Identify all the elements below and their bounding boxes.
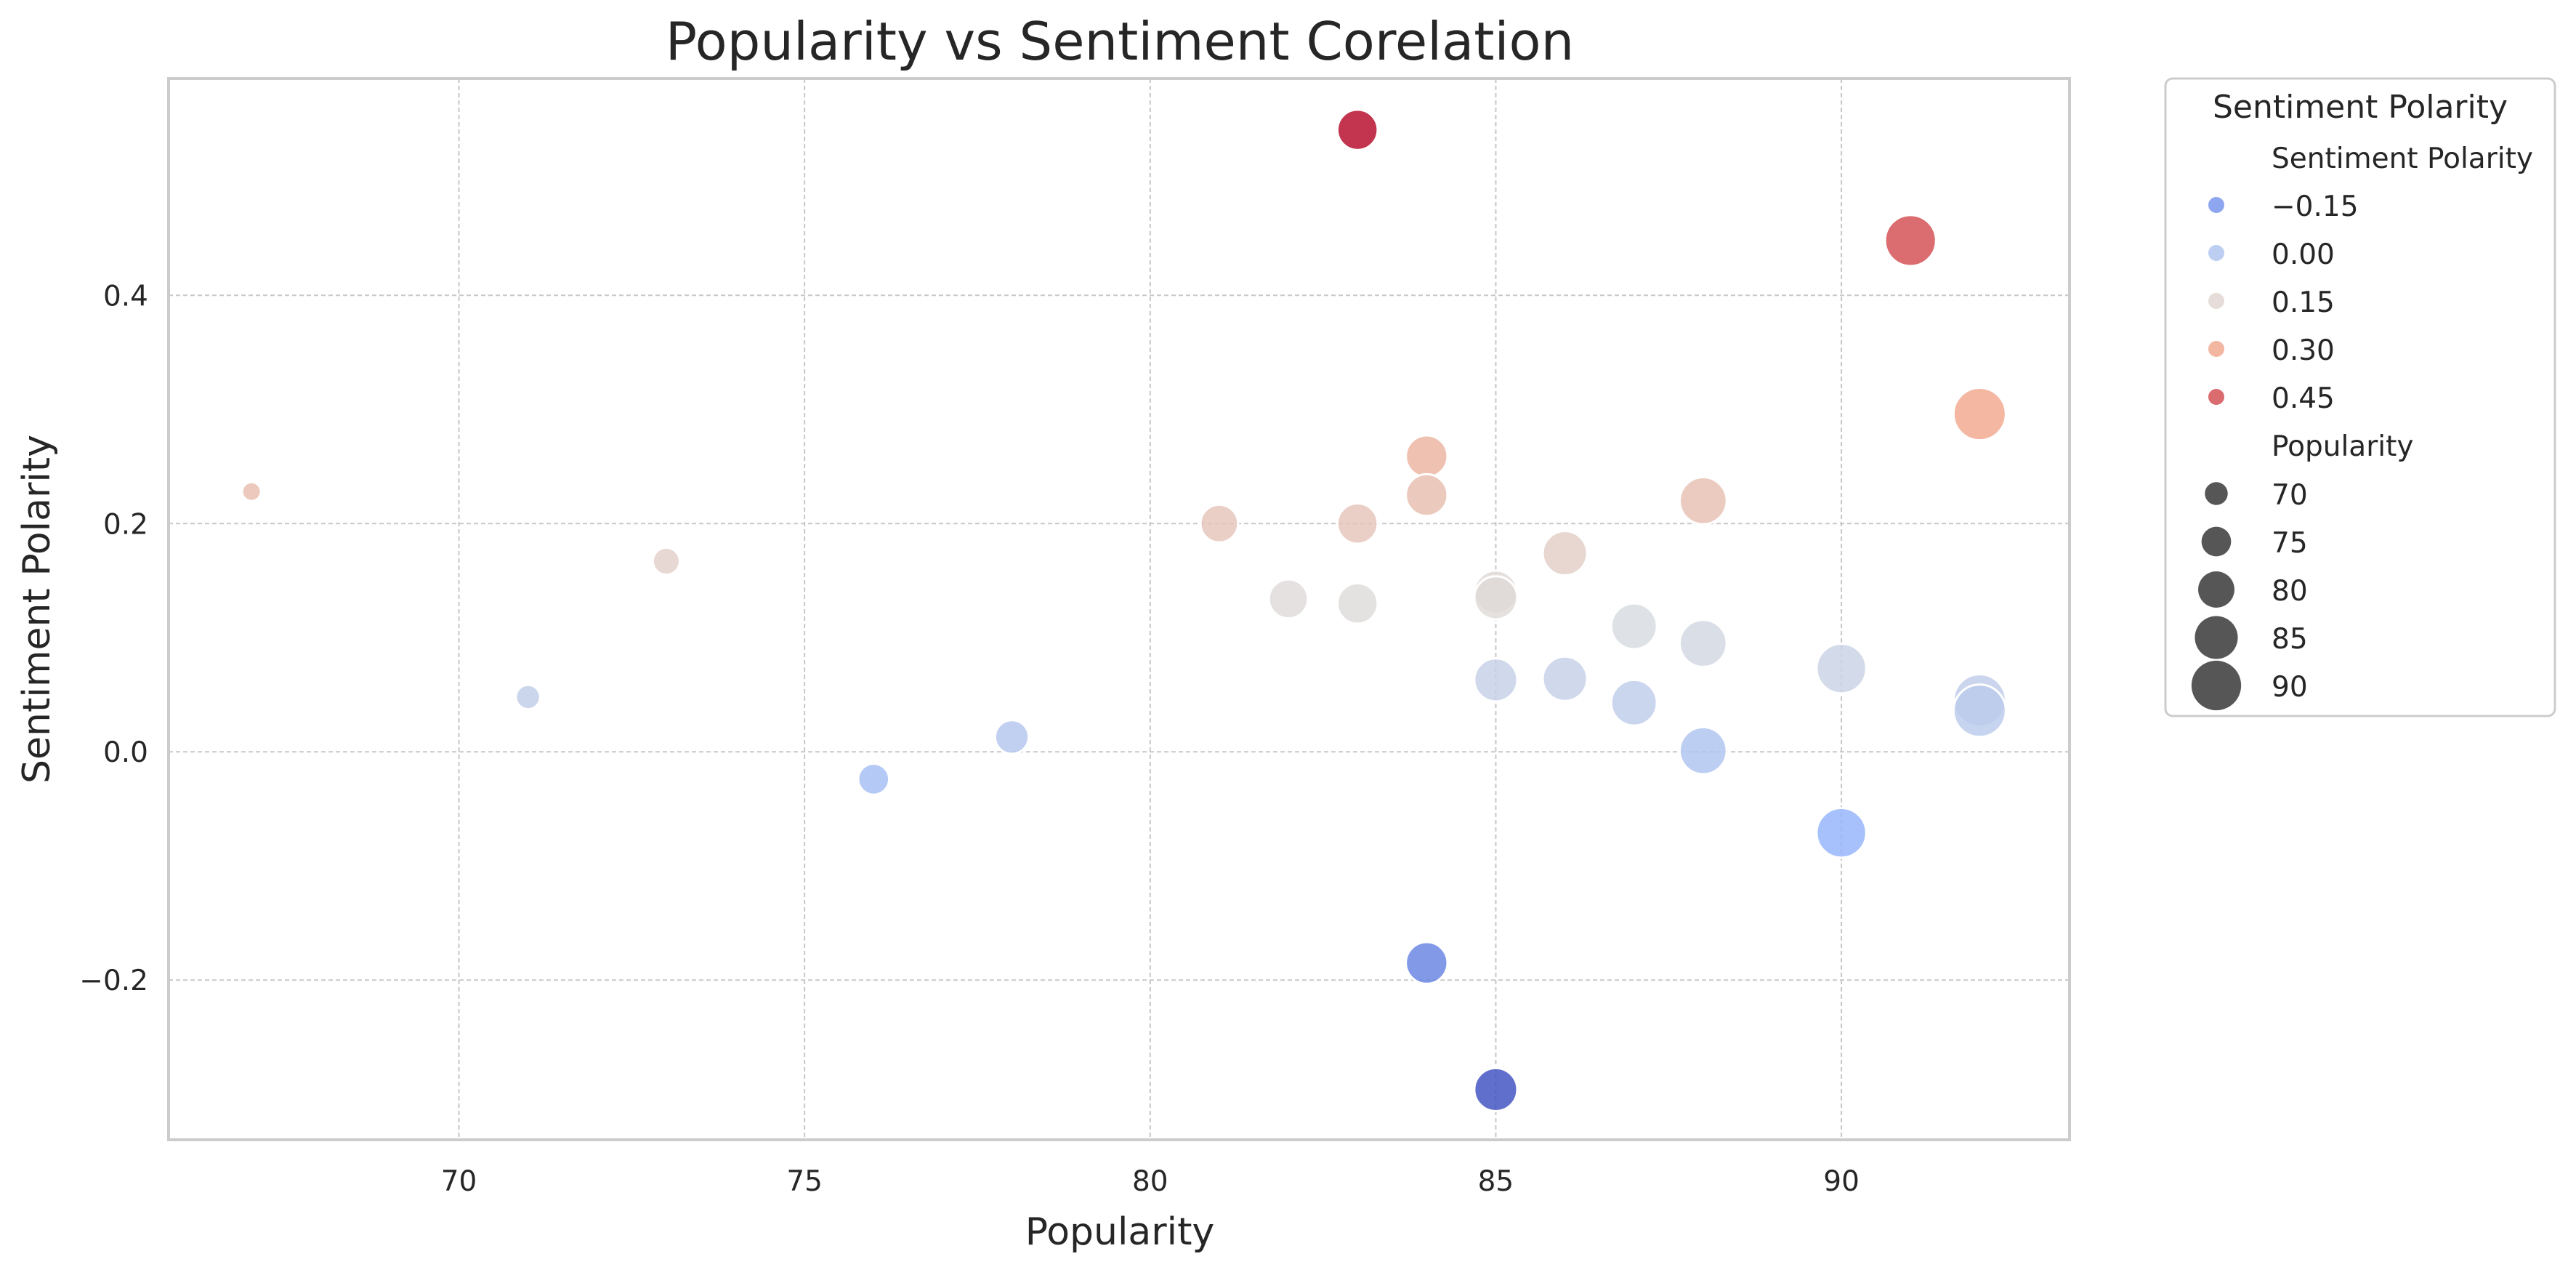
data-point <box>1952 683 2007 739</box>
legend-size-marker <box>2195 616 2238 659</box>
data-point <box>1199 503 1240 544</box>
legend-hue-label: 0.00 <box>2272 238 2335 271</box>
legend-hue-label: 0.15 <box>2272 286 2335 319</box>
y-tick-label: 0.4 <box>103 280 148 313</box>
data-point <box>651 547 681 576</box>
x-axis-label: Popularity <box>1025 1210 1215 1254</box>
legend-size-label: 75 <box>2272 527 2308 560</box>
legend-size-title: Popularity <box>2272 430 2413 463</box>
data-point <box>1541 655 1588 702</box>
data-point <box>1679 725 1728 776</box>
legend-title: Sentiment Polarity <box>2213 89 2508 126</box>
data-point <box>1267 578 1309 620</box>
legend: Sentiment Polarity Sentiment Polarity −0… <box>2164 77 2556 717</box>
x-tick-label: 90 <box>1823 1165 1860 1198</box>
legend-box <box>2164 77 2556 717</box>
data-point <box>993 719 1030 755</box>
data-point <box>1610 678 1658 727</box>
legend-size-label: 90 <box>2272 671 2308 704</box>
data-point <box>1610 602 1658 651</box>
legend-size-label: 85 <box>2272 623 2308 656</box>
data-point <box>1952 387 2007 442</box>
legend-hue-entries: −0.15 0.00 0.15 0.30 0.45 <box>2208 190 2359 415</box>
data-point <box>1336 108 1379 151</box>
data-point <box>1815 807 1868 859</box>
data-point <box>1336 502 1379 545</box>
legend-size-entries: 70 75 80 85 90 <box>2191 479 2308 711</box>
legend-hue-label: 0.45 <box>2272 382 2335 415</box>
data-point <box>1815 642 1868 695</box>
data-point <box>1405 472 1449 518</box>
data-point <box>1405 434 1449 478</box>
legend-size-marker <box>2191 660 2242 711</box>
data-point <box>514 683 541 711</box>
legend-hue-marker <box>2208 197 2224 213</box>
legend-size-marker <box>2205 482 2228 505</box>
legend-hue-marker <box>2208 341 2224 357</box>
data-point <box>1336 582 1379 625</box>
legend-hue-marker <box>2208 293 2224 309</box>
data-point <box>1405 941 1449 985</box>
y-tick-labels: −0.2 0.0 0.2 0.4 <box>79 280 148 997</box>
legend-hue-title: Sentiment Polarity <box>2272 142 2533 175</box>
data-point <box>1883 214 1937 268</box>
y-tick-label: −0.2 <box>79 965 148 997</box>
legend-hue-marker <box>2208 245 2224 261</box>
data-point <box>1679 619 1728 668</box>
legend-size-label: 70 <box>2272 479 2308 512</box>
x-tick-label: 80 <box>1132 1165 1168 1198</box>
data-point <box>241 480 262 502</box>
data-point <box>1473 575 1519 621</box>
chart-title: Popularity vs Sentiment Corelation <box>666 11 1574 72</box>
x-tick-label: 70 <box>441 1165 477 1198</box>
x-tick-label: 85 <box>1478 1165 1514 1198</box>
data-points <box>241 108 2007 1112</box>
legend-size-marker <box>2198 571 2234 608</box>
data-point <box>857 763 891 796</box>
data-point <box>1473 657 1519 703</box>
legend-size-marker <box>2201 526 2232 557</box>
y-tick-label: 0.2 <box>103 508 148 541</box>
y-tick-label: 0.0 <box>103 736 148 769</box>
data-point <box>1473 1066 1519 1112</box>
legend-hue-marker <box>2208 389 2224 405</box>
legend-hue-label: 0.30 <box>2272 334 2335 367</box>
x-tick-label: 75 <box>786 1165 823 1198</box>
data-point <box>1541 530 1588 577</box>
y-axis-label: Sentiment Polarity <box>15 435 59 784</box>
plot-frame <box>167 77 2071 1141</box>
x-tick-labels: 70 75 80 85 90 <box>441 1165 1860 1198</box>
data-point <box>1679 476 1728 526</box>
legend-size-label: 80 <box>2272 575 2308 608</box>
legend-hue-label: −0.15 <box>2272 190 2359 223</box>
